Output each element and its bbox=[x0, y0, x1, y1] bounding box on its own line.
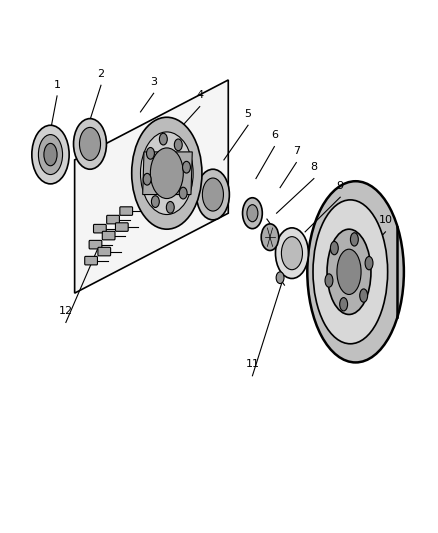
Ellipse shape bbox=[32, 125, 69, 184]
Ellipse shape bbox=[166, 201, 174, 213]
FancyBboxPatch shape bbox=[106, 215, 119, 224]
Text: 12: 12 bbox=[59, 306, 73, 316]
Ellipse shape bbox=[174, 139, 182, 151]
Text: 2: 2 bbox=[97, 69, 104, 79]
Ellipse shape bbox=[131, 117, 201, 229]
Ellipse shape bbox=[159, 133, 167, 145]
FancyBboxPatch shape bbox=[85, 256, 97, 265]
Ellipse shape bbox=[242, 198, 262, 229]
FancyBboxPatch shape bbox=[98, 247, 110, 256]
Polygon shape bbox=[74, 80, 228, 293]
Polygon shape bbox=[142, 152, 192, 195]
Ellipse shape bbox=[246, 205, 258, 222]
Ellipse shape bbox=[276, 272, 283, 284]
Ellipse shape bbox=[73, 119, 106, 169]
Ellipse shape bbox=[140, 132, 193, 214]
Text: 7: 7 bbox=[292, 146, 299, 156]
FancyBboxPatch shape bbox=[89, 240, 102, 249]
Ellipse shape bbox=[326, 229, 370, 314]
Text: 3: 3 bbox=[150, 77, 157, 87]
Text: 6: 6 bbox=[270, 130, 277, 140]
FancyBboxPatch shape bbox=[93, 224, 106, 233]
Text: 9: 9 bbox=[336, 181, 343, 191]
Ellipse shape bbox=[261, 224, 278, 251]
Ellipse shape bbox=[359, 289, 367, 302]
Ellipse shape bbox=[150, 148, 183, 198]
Text: 11: 11 bbox=[245, 359, 259, 369]
Text: 10: 10 bbox=[378, 215, 392, 225]
Ellipse shape bbox=[151, 196, 159, 207]
Ellipse shape bbox=[143, 173, 151, 185]
Ellipse shape bbox=[44, 143, 57, 166]
Ellipse shape bbox=[275, 228, 307, 278]
FancyBboxPatch shape bbox=[115, 223, 128, 231]
Ellipse shape bbox=[312, 200, 387, 344]
Ellipse shape bbox=[324, 274, 332, 287]
FancyBboxPatch shape bbox=[120, 207, 132, 215]
Ellipse shape bbox=[350, 233, 357, 246]
Ellipse shape bbox=[307, 181, 403, 362]
FancyBboxPatch shape bbox=[102, 231, 115, 240]
Text: 1: 1 bbox=[53, 79, 60, 90]
Ellipse shape bbox=[281, 237, 302, 270]
Ellipse shape bbox=[196, 169, 229, 220]
Ellipse shape bbox=[79, 127, 100, 160]
Ellipse shape bbox=[364, 256, 372, 270]
Ellipse shape bbox=[330, 241, 338, 255]
Text: 4: 4 bbox=[196, 90, 203, 100]
Ellipse shape bbox=[202, 178, 223, 211]
Ellipse shape bbox=[179, 187, 187, 199]
Text: 8: 8 bbox=[310, 162, 317, 172]
Ellipse shape bbox=[339, 297, 347, 311]
Ellipse shape bbox=[39, 134, 62, 175]
Ellipse shape bbox=[146, 148, 154, 159]
Ellipse shape bbox=[336, 249, 360, 294]
Text: 5: 5 bbox=[244, 109, 251, 119]
Ellipse shape bbox=[182, 161, 190, 173]
